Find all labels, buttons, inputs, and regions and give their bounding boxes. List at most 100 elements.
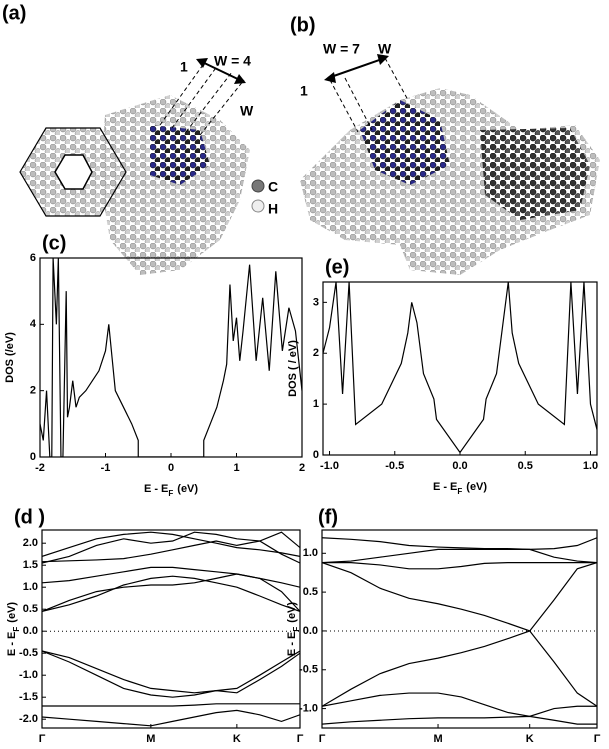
x-tick-label: 2 xyxy=(299,462,305,474)
band xyxy=(322,716,597,724)
y-tick-label: -0.5 xyxy=(19,647,38,659)
chart: (e) 0 1 2 3 -1.0 -0.5 0.0 0.5 1.0 E - EF (eV) DOS ( … xyxy=(287,256,598,495)
band xyxy=(42,710,300,725)
y-tick-label: -2.0 xyxy=(19,713,38,725)
band xyxy=(322,563,597,707)
x-tick-label: -0.5 xyxy=(385,460,404,472)
y-tick-label: 1.5 xyxy=(23,559,38,571)
annotation: W = 7 xyxy=(323,41,360,57)
panel-label: (a) xyxy=(2,2,26,24)
axis-label-part: E - E xyxy=(6,632,18,656)
y-tick-label: 2 xyxy=(30,385,36,397)
annotation: 1 xyxy=(180,59,188,75)
axis-label: DOS ( / eV) xyxy=(287,340,299,397)
y-tick-label: 1 xyxy=(313,398,319,410)
y-tick-label: -1.0 xyxy=(299,702,318,714)
axis-label-part: E - E xyxy=(144,483,168,495)
arrow-head xyxy=(324,72,336,83)
x-tick-label: Γ xyxy=(297,733,304,745)
band xyxy=(42,532,300,561)
band xyxy=(42,704,300,706)
plot-frame xyxy=(42,530,300,728)
panel-label: (c) xyxy=(42,232,66,254)
y-tick-label: 6 xyxy=(30,252,36,264)
y-tick-label: 0.5 xyxy=(23,603,38,615)
axis-label-part: E - E xyxy=(286,632,298,656)
axis-label-part: F xyxy=(457,487,462,496)
panel-label: (f) xyxy=(318,506,338,528)
guide xyxy=(385,58,408,100)
figure: (a) 1 W = 4 W C H (b) W = 7 W 1 (c)0246-… xyxy=(0,0,609,749)
x-tick-label: Γ xyxy=(39,733,46,745)
y-tick-label: 1.0 xyxy=(23,581,38,593)
annotation: W xyxy=(378,41,392,57)
panel-label: (e) xyxy=(325,256,349,278)
x-tick-label: -1.0 xyxy=(320,460,339,472)
y-tick-label: -1.5 xyxy=(19,691,38,703)
x-tick-label: M xyxy=(146,733,155,745)
arrow xyxy=(328,58,385,78)
annotation: 1 xyxy=(300,83,308,99)
band xyxy=(42,532,300,556)
axis-label-part: (eV) xyxy=(177,483,198,495)
axis-label: E - EF (eV) xyxy=(144,483,198,498)
dos-line xyxy=(40,258,302,457)
x-tick-label: K xyxy=(233,733,241,745)
axis-label: E - EF (eV) xyxy=(433,481,487,496)
plot-frame xyxy=(323,282,597,455)
band xyxy=(42,576,300,611)
atom-h xyxy=(252,200,264,212)
axis-label-part: (eV) xyxy=(466,481,487,493)
band xyxy=(322,538,597,550)
band xyxy=(42,651,300,693)
y-tick-label: 2 xyxy=(313,347,319,359)
x-tick-label: 0.5 xyxy=(518,460,533,472)
annotation: W xyxy=(240,103,254,119)
y-tick-label: 2.0 xyxy=(23,537,38,549)
x-tick-label: K xyxy=(526,733,534,745)
dos-line xyxy=(323,282,597,452)
band xyxy=(322,549,597,562)
panel-label: (d ) xyxy=(14,506,45,528)
band xyxy=(42,532,300,563)
axis-label-part: E - E xyxy=(433,481,457,493)
x-tick-label: Γ xyxy=(594,733,601,745)
axis-label-part: F xyxy=(168,489,173,498)
axis-label-part: F xyxy=(292,627,301,632)
x-tick-label: 0 xyxy=(168,462,174,474)
y-tick-label: 1.0 xyxy=(303,547,318,559)
axis-label-part: (eV) xyxy=(6,602,18,623)
y-tick-label: 0 xyxy=(313,449,319,461)
guide xyxy=(345,78,372,130)
x-tick-label: Γ xyxy=(319,733,326,745)
y-tick-label: 4 xyxy=(30,318,37,330)
x-tick-label: 1 xyxy=(233,462,239,474)
annotation: W = 4 xyxy=(214,53,251,69)
y-tick-label: -0.5 xyxy=(299,664,318,676)
band xyxy=(322,563,597,569)
panel-b: (b) W = 7 W 1 xyxy=(290,14,600,275)
plot-frame xyxy=(40,258,302,457)
x-tick-label: M xyxy=(433,733,442,745)
y-tick-label: 0.5 xyxy=(303,586,318,598)
x-tick-label: -2 xyxy=(35,462,45,474)
y-tick-label: -1.0 xyxy=(19,669,38,681)
guide xyxy=(330,80,358,132)
band xyxy=(42,567,300,587)
molecule xyxy=(100,95,250,275)
atom-c xyxy=(252,180,264,192)
axis-label: DOS (/eV) xyxy=(4,332,16,383)
y-tick-label: 3 xyxy=(313,296,319,308)
legend-label: H xyxy=(268,201,278,217)
x-tick-label: 1.0 xyxy=(583,460,598,472)
panel-label: (b) xyxy=(290,14,316,36)
x-tick-label: -1 xyxy=(101,462,111,474)
y-tick-label: 0.0 xyxy=(23,625,38,637)
band xyxy=(322,563,597,707)
axis-label-part: (eV) xyxy=(286,602,298,623)
band xyxy=(322,693,597,716)
x-tick-label: 0.0 xyxy=(452,460,467,472)
band xyxy=(42,574,300,611)
